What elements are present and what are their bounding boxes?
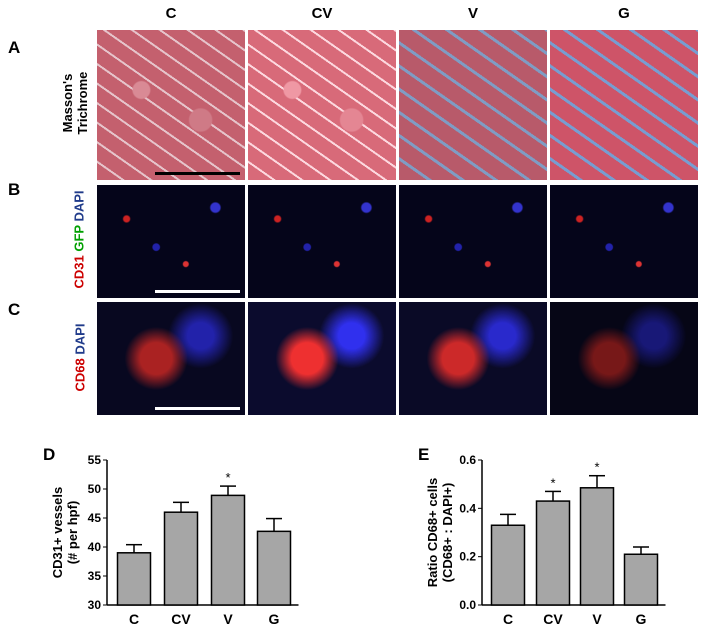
bar-g [256,530,292,606]
bar-c [116,552,152,606]
x-tick-label: V [223,611,233,627]
image-cd31-c [97,185,245,298]
significance-marker: * [550,475,555,490]
bar-c [490,524,526,606]
y-tick-label: 0.0 [459,598,476,612]
y-axis-label: (CD68+ : DAPI+) [440,483,455,583]
image-cd68-v [399,302,547,415]
x-tick-label: G [269,611,280,627]
x-tick-label: C [129,611,139,627]
bar-cv [163,511,199,606]
image-trichrome-cv [248,30,396,180]
x-tick-label: G [636,611,647,627]
scale-bar [155,290,240,293]
image-trichrome-c [97,30,245,180]
panel-label-a: A [8,38,21,57]
y-tick-label: 50 [88,482,102,496]
y-axis-label: CD31+ vessels [50,487,65,578]
scale-bar [155,407,240,410]
column-header-cv: CV [311,5,333,22]
image-cd31-g [550,185,698,298]
x-tick-label: CV [543,611,563,627]
y-tick-label: 45 [88,511,102,525]
image-cd68-cv [248,302,396,415]
y-tick-label: 0.4 [459,501,476,515]
panel-label-c: C [8,300,21,319]
y-axis-label: Ratio CD68+ cells [425,478,440,587]
column-header-v: V [467,5,478,22]
y-axis-label: (# per hpf) [65,501,80,565]
bar-cv [535,500,571,606]
bar-v [210,494,246,606]
image-cd68-c [97,302,245,415]
bar-g [623,553,659,606]
x-tick-label: CV [171,611,191,627]
panel-label-d: D [43,445,56,464]
column-header-g: G [618,5,630,22]
y-tick-label: 40 [88,540,102,554]
image-cd31-v [399,185,547,298]
y-tick-label: 30 [88,598,102,612]
column-header-c: C [165,5,177,22]
panel-label-b: B [8,180,21,199]
x-tick-label: V [592,611,602,627]
y-tick-label: 35 [88,569,102,583]
bar-v [579,487,615,606]
y-tick-label: 0.6 [459,453,476,467]
x-tick-label: C [503,611,513,627]
image-cd31-cv [248,185,396,298]
y-tick-label: 0.2 [459,550,476,564]
significance-marker: * [594,460,599,475]
panel-label-e: E [418,445,430,464]
image-trichrome-v [399,30,547,180]
image-trichrome-g [550,30,698,180]
y-tick-label: 55 [88,453,102,467]
image-cd68-g [550,302,698,415]
scale-bar [155,172,240,175]
significance-marker: * [225,470,230,485]
